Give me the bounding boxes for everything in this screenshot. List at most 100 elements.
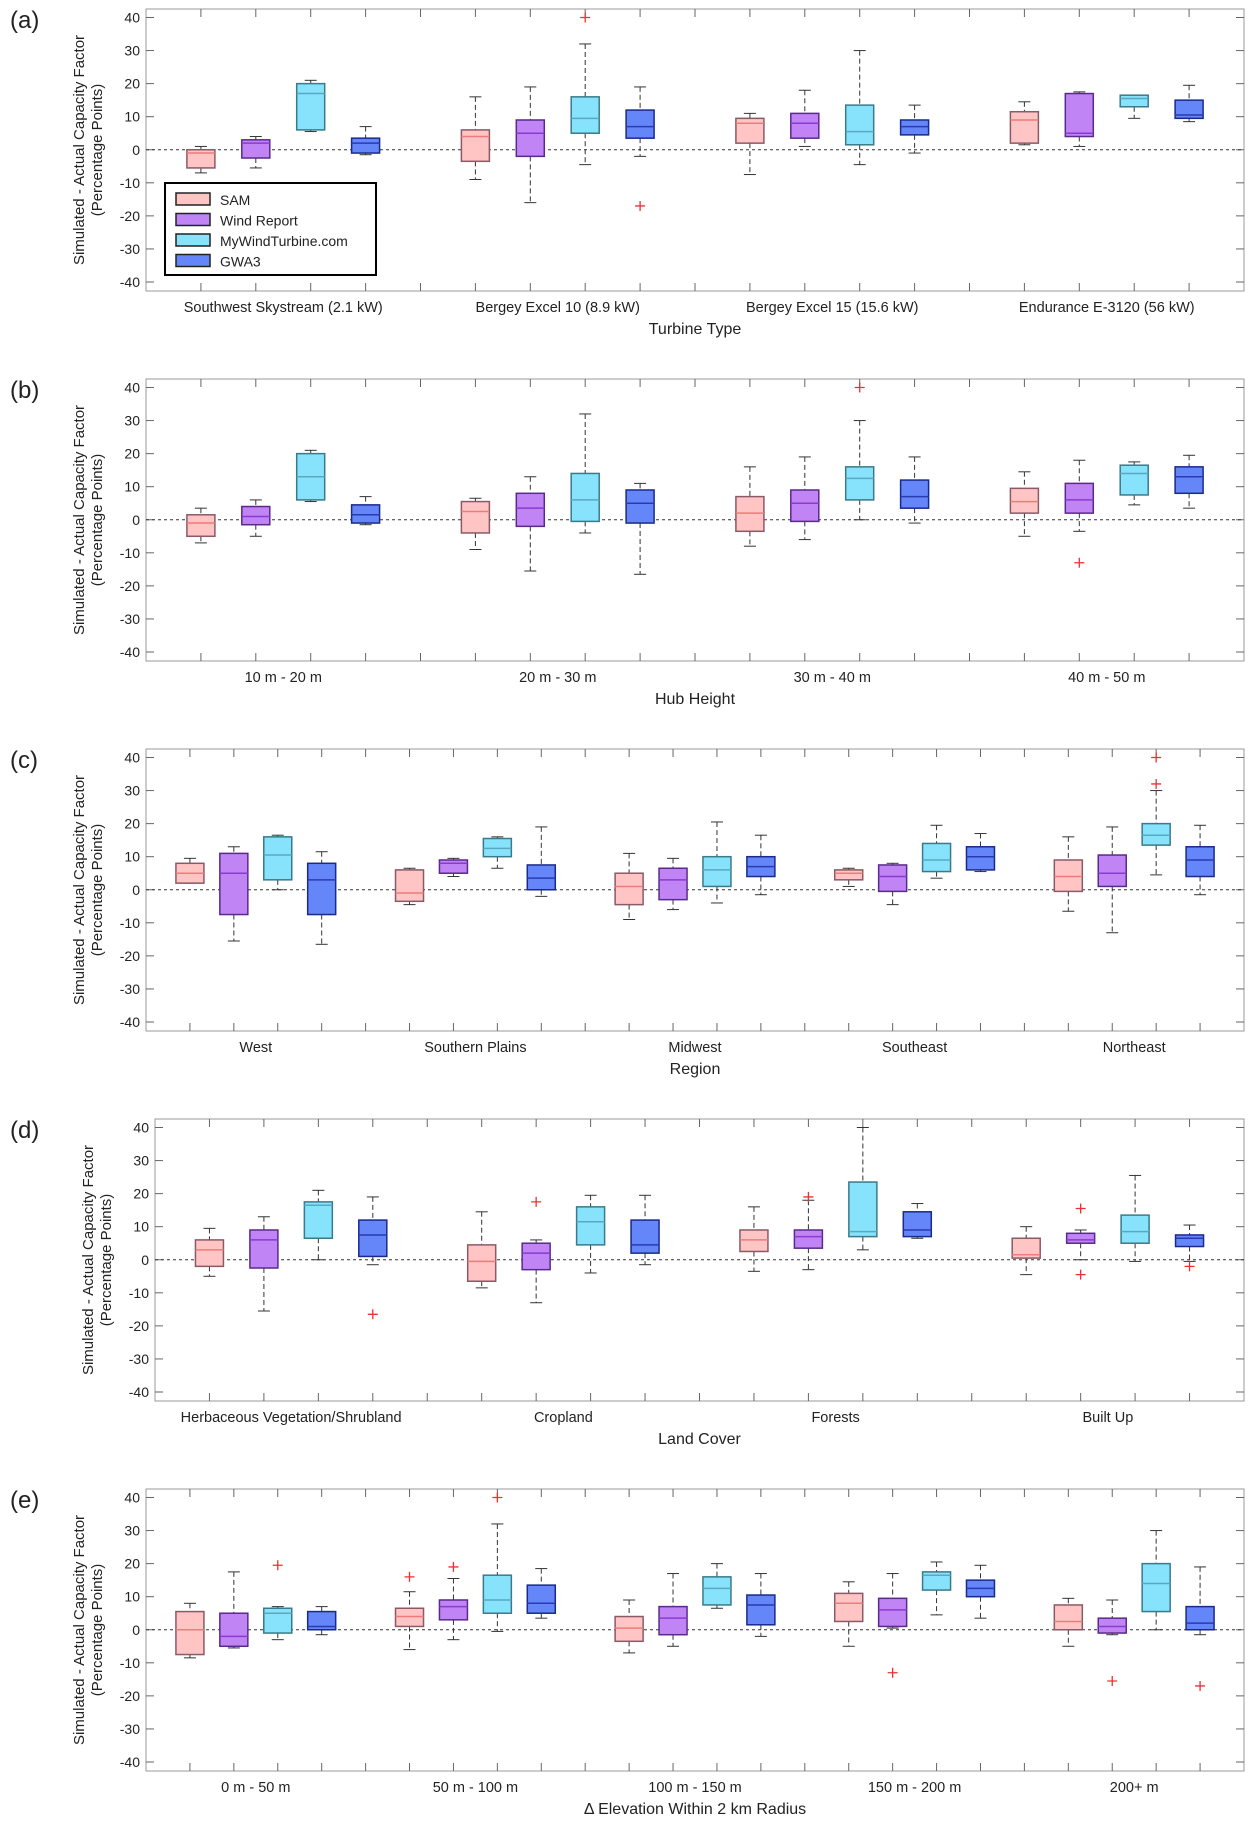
outlier-marker	[635, 200, 646, 211]
box-iqr	[1141, 1562, 1171, 1613]
box-wind-report	[438, 857, 469, 878]
box-iqr	[570, 96, 600, 134]
box-sam	[1053, 836, 1084, 912]
box-iqr	[175, 1610, 205, 1656]
box-gwa3	[630, 1194, 660, 1266]
box-wind-report	[1097, 1599, 1127, 1686]
box-sam	[186, 507, 216, 544]
y-tick-label: 30	[124, 1523, 140, 1539]
box-iqr	[1119, 94, 1149, 108]
box-iqr	[1120, 1214, 1150, 1244]
y-axis-label: Simulated - Actual Capacity Factor	[80, 1145, 97, 1375]
category-label: Southern Plains	[424, 1040, 526, 1056]
box-sam	[460, 96, 491, 181]
category-label: 150 m - 200 m	[868, 1780, 962, 1796]
y-tick-label: 40	[124, 1490, 140, 1506]
box-mywindturbine-com	[482, 1492, 513, 1632]
y-tick-label: 0	[132, 142, 140, 158]
outlier-marker	[803, 1191, 814, 1202]
legend-label: MyWindTurbine.com	[220, 233, 348, 249]
box-mywindturbine-com	[921, 1561, 952, 1616]
box-iqr	[263, 1607, 293, 1634]
category-label: 30 m - 40 m	[794, 670, 871, 686]
box-iqr	[899, 479, 930, 509]
y-tick-label: -10	[120, 545, 140, 561]
box-iqr	[1174, 466, 1204, 495]
box-iqr	[735, 117, 765, 144]
outlier-marker	[448, 1561, 459, 1572]
y-axis-label: Simulated - Actual Capacity Factor	[71, 775, 88, 1005]
outlier-marker	[1184, 1261, 1195, 1272]
category-label: West	[239, 1040, 272, 1056]
box-iqr	[833, 1592, 864, 1623]
panel-label: (b)	[10, 377, 39, 404]
box-iqr	[844, 466, 875, 501]
box-sam	[394, 867, 425, 906]
box-wind-report	[241, 136, 271, 169]
outlier-marker	[1075, 1269, 1086, 1280]
box-iqr	[194, 1239, 225, 1268]
box-wind-report	[249, 1216, 279, 1312]
outlier-marker	[492, 1492, 503, 1503]
y-axis-label: (Percentage Points)	[89, 84, 106, 217]
box-gwa3	[1174, 454, 1204, 509]
box-mywindturbine-com	[1119, 461, 1149, 506]
box-gwa3	[358, 1196, 388, 1320]
y-axis-label: (Percentage Points)	[89, 454, 106, 587]
box-iqr	[735, 495, 765, 533]
box-iqr	[1174, 1234, 1205, 1248]
box-iqr	[350, 504, 381, 524]
category-label: Midwest	[668, 1040, 721, 1056]
y-tick-label: 10	[124, 849, 140, 865]
y-tick-label: 30	[124, 43, 140, 59]
y-axis-label: Simulated - Actual Capacity Factor	[71, 35, 88, 265]
box-wind-report	[877, 1573, 908, 1678]
box-iqr	[702, 855, 732, 888]
box-gwa3	[1174, 1224, 1205, 1272]
box-sam	[460, 497, 491, 551]
legend-label: GWA3	[220, 254, 261, 270]
box-gwa3	[899, 456, 930, 524]
box-iqr	[1185, 846, 1215, 878]
box-gwa3	[350, 126, 381, 156]
box-iqr	[1065, 1232, 1096, 1244]
y-tick-label: 10	[124, 109, 140, 125]
category-label: Forests	[811, 1410, 859, 1426]
box-mywindturbine-com	[921, 824, 952, 879]
box-iqr	[739, 1229, 769, 1253]
box-gwa3	[746, 834, 776, 896]
panel-a: (a) 40 30 20 10 0 -10 -20 -30 -40 Simulated - Actu…	[10, 7, 1245, 338]
box-iqr	[466, 1244, 497, 1282]
panel-label: (a)	[10, 7, 39, 34]
box-gwa3	[526, 826, 557, 897]
y-tick-label: 0	[132, 512, 140, 528]
outlier-marker	[367, 1309, 378, 1320]
box-iqr	[793, 1229, 824, 1249]
box-sam	[735, 466, 765, 547]
box-mywindturbine-com	[570, 413, 600, 534]
y-tick-label: -30	[120, 981, 140, 997]
box-iqr	[241, 139, 271, 159]
box-iqr	[630, 1219, 660, 1254]
panel-c: (c) 40 30 20 10 0 -10 -20 -30 -40 Simulated - Actu…	[10, 747, 1245, 1078]
category-label: Bergey Excel 15 (15.6 kW)	[746, 300, 918, 316]
y-axis-label: (Percentage Points)	[98, 1194, 115, 1327]
box-iqr	[702, 1576, 732, 1606]
box-iqr	[877, 864, 908, 893]
box-iqr	[746, 1594, 776, 1626]
box-mywindturbine-com	[1119, 94, 1149, 119]
box-wind-report	[515, 476, 546, 572]
box-gwa3	[306, 851, 337, 945]
category-label: 100 m - 150 m	[648, 1780, 742, 1796]
panel-label: (c)	[10, 747, 38, 774]
box-sam	[194, 1227, 225, 1277]
legend-swatch	[175, 212, 211, 227]
box-sam	[614, 1599, 644, 1654]
y-tick-label: -20	[120, 578, 140, 594]
box-mywindturbine-com	[1141, 1530, 1171, 1631]
category-label: Southeast	[882, 1040, 947, 1056]
box-mywindturbine-com	[1120, 1174, 1150, 1262]
box-wind-report	[658, 857, 688, 911]
y-tick-label: 30	[133, 1153, 149, 1169]
box-sam	[735, 112, 765, 176]
